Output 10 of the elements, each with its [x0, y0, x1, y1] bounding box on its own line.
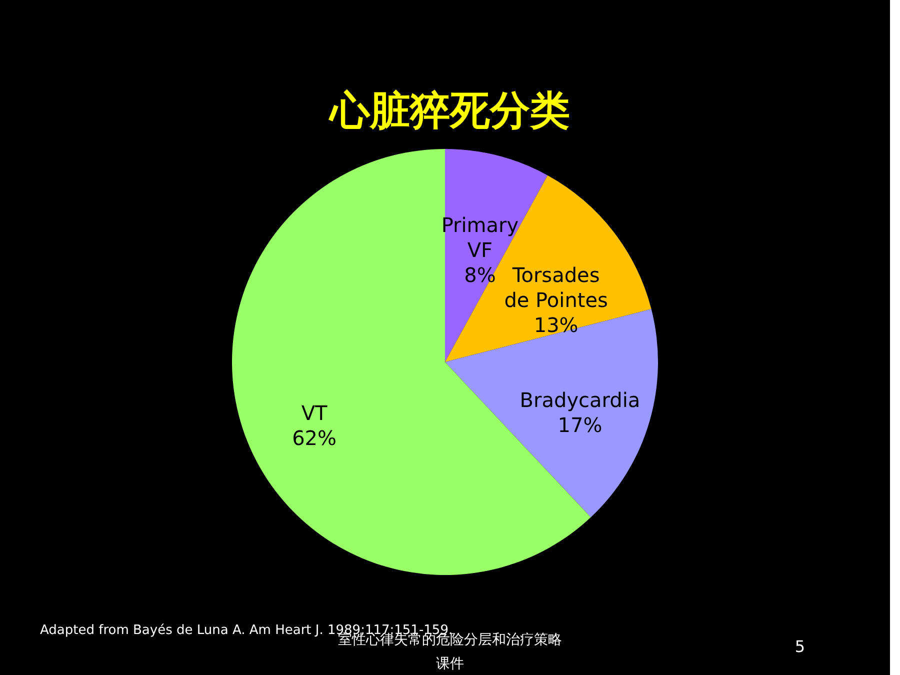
- pie-slice: [445, 309, 658, 518]
- slice-label: Bradycardia: [520, 388, 640, 412]
- data-label: 13%: [534, 312, 578, 337]
- data-label: 17%: [558, 413, 602, 438]
- chart-title: 心脏猝死分类: [328, 88, 570, 134]
- pie-slice: [445, 175, 652, 362]
- slice-label: Torsades de Pointes: [504, 262, 608, 312]
- data-label: 62%: [292, 426, 337, 450]
- slice-label: VT: [301, 400, 328, 425]
- text: 5: [794, 637, 806, 656]
